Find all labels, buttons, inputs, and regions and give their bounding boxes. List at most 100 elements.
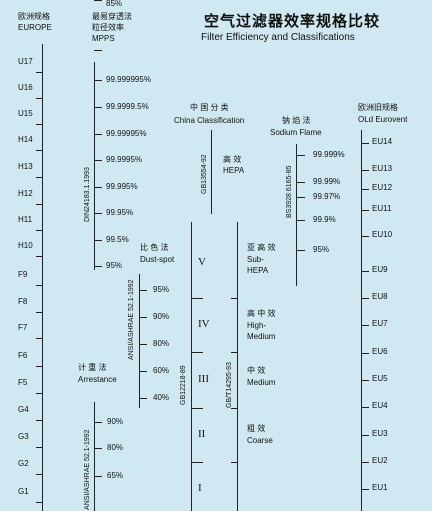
dustspot-value: 90% <box>153 312 170 321</box>
sodium-value: 99.999% <box>313 150 345 159</box>
china-label-cn: 中 国 分 类 <box>190 103 229 112</box>
eurovent-axis <box>361 130 362 511</box>
eurovent-tick <box>361 143 369 144</box>
china-highmed-en2: Medium <box>247 332 276 341</box>
mpps-axis <box>94 62 95 270</box>
chart-title-en: Filter Efficiency and Classifications <box>201 32 355 43</box>
europe-grade-h10: H10 <box>18 241 33 250</box>
mpps-tick <box>94 266 102 267</box>
eurovent-tick <box>361 489 369 490</box>
eurovent-grade-eu5: EU5 <box>372 374 388 383</box>
dustspot-tick <box>139 317 147 318</box>
europe-grade-h12: H12 <box>18 189 33 198</box>
eurovent-grade-eu7: EU7 <box>372 319 388 328</box>
china-hepa-axis <box>211 130 212 214</box>
china-grade-roman: III <box>198 373 209 385</box>
europe-grade-g4: G4 <box>18 405 29 414</box>
sodium-value: 95% <box>313 245 330 254</box>
china-subhepa-en1: Sub- <box>247 255 264 264</box>
mpps-value: 95% <box>106 261 123 270</box>
mpps-tick <box>94 0 102 1</box>
china-mid-tick <box>231 352 237 353</box>
china-mid-tick <box>231 408 237 409</box>
europe-tick <box>36 338 42 339</box>
europe-grade-f5: F5 <box>18 378 28 387</box>
arrestance-standard: ANSI/ASHRAE 52.1-1992 <box>84 429 91 510</box>
arrestance-value: 90% <box>107 417 124 426</box>
mpps-value: 99.995% <box>106 182 138 191</box>
eurovent-tick <box>361 407 369 408</box>
europe-tick <box>36 98 42 99</box>
europe-axis <box>42 44 43 511</box>
eurovent-grade-eu1: EU1 <box>372 483 388 492</box>
china-hepa-standard: GB13554-92 <box>201 154 208 194</box>
europe-tick <box>36 124 42 125</box>
europe-tick <box>36 204 42 205</box>
mpps-tick <box>94 187 102 188</box>
europe-grade-f9: F9 <box>18 270 28 279</box>
eurovent-tick <box>361 271 369 272</box>
dustspot-value: 40% <box>153 393 170 402</box>
mpps-tick <box>94 160 102 161</box>
eurovent-grade-eu11: EU11 <box>372 204 392 213</box>
mpps-value: 99.5% <box>106 235 129 244</box>
europe-tick <box>36 420 42 421</box>
dustspot-value: 80% <box>153 339 170 348</box>
sodium-standard: BS3928 6165-85 <box>286 165 293 218</box>
eurovent-grade-eu2: EU2 <box>372 456 388 465</box>
dustspot-standard: ANSI/ASHRAE 52.1-1992 <box>128 279 135 360</box>
china-mid-tick <box>231 462 237 463</box>
china-coarse-cn: 粗 效 <box>247 424 266 433</box>
europe-tick <box>36 230 42 231</box>
eurovent-grade-eu8: EU8 <box>372 292 388 301</box>
arrestance-tick <box>94 422 102 423</box>
eurovent-grade-eu3: EU3 <box>372 429 388 438</box>
mpps-tick <box>94 80 102 81</box>
eurovent-tick <box>361 189 369 190</box>
arrestance-axis <box>94 402 95 511</box>
europe-tick <box>36 285 42 286</box>
dustspot-axis <box>139 274 140 408</box>
arrestance-tick <box>94 448 102 449</box>
europe-tick <box>36 150 42 151</box>
eurovent-tick <box>361 435 369 436</box>
sodium-label-en: Sodium Flame <box>270 128 322 137</box>
arrestance-label-en: Arrestance <box>78 375 117 384</box>
dustspot-value: 60% <box>153 366 170 375</box>
mpps-label-cn2: 粒径效率 <box>92 23 124 32</box>
europe-grade-h14: H14 <box>18 135 33 144</box>
mpps-tick <box>94 50 102 51</box>
mpps-tick <box>94 134 102 135</box>
europe-grade-f8: F8 <box>18 297 28 306</box>
mpps-tick <box>94 107 102 108</box>
eurovent-tick <box>361 325 369 326</box>
china-grade-roman: IV <box>198 318 210 330</box>
eurovent-grade-eu14: EU14 <box>372 137 393 146</box>
china-coarse-en: Coarse <box>247 436 273 445</box>
eurovent-grade-eu6: EU6 <box>372 347 388 356</box>
sodium-label-cn: 钠 焰 法 <box>282 116 311 125</box>
eurovent-tick <box>361 210 369 211</box>
arrestance-value: 65% <box>107 471 124 480</box>
dustspot-tick <box>139 398 147 399</box>
dustspot-tick <box>139 371 147 372</box>
china-gb-axis <box>191 222 192 511</box>
eurovent-tick <box>361 353 369 354</box>
sodium-tick <box>296 220 305 221</box>
china-subhepa-en2: HEPA <box>247 266 269 275</box>
mpps-tick <box>94 240 102 241</box>
dustspot-tick <box>139 344 147 345</box>
europe-grade-h13: H13 <box>18 162 33 171</box>
arrestance-label-cn: 计 重 法 <box>78 363 107 372</box>
eurovent-grade-eu13: EU13 <box>372 164 393 173</box>
china-grade-roman: I <box>198 482 202 494</box>
eurovent-tick <box>361 462 369 463</box>
europe-tick <box>36 393 42 394</box>
europe-grade-f7: F7 <box>18 323 28 332</box>
europe-tick <box>36 474 42 475</box>
china-roman-tick <box>191 298 203 299</box>
europe-label-cn: 欧洲规格 <box>18 12 50 21</box>
eurovent-grade-eu12: EU12 <box>372 183 393 192</box>
europe-grade-u16: U16 <box>18 83 33 92</box>
dustspot-label-cn: 比 色 法 <box>140 243 169 252</box>
